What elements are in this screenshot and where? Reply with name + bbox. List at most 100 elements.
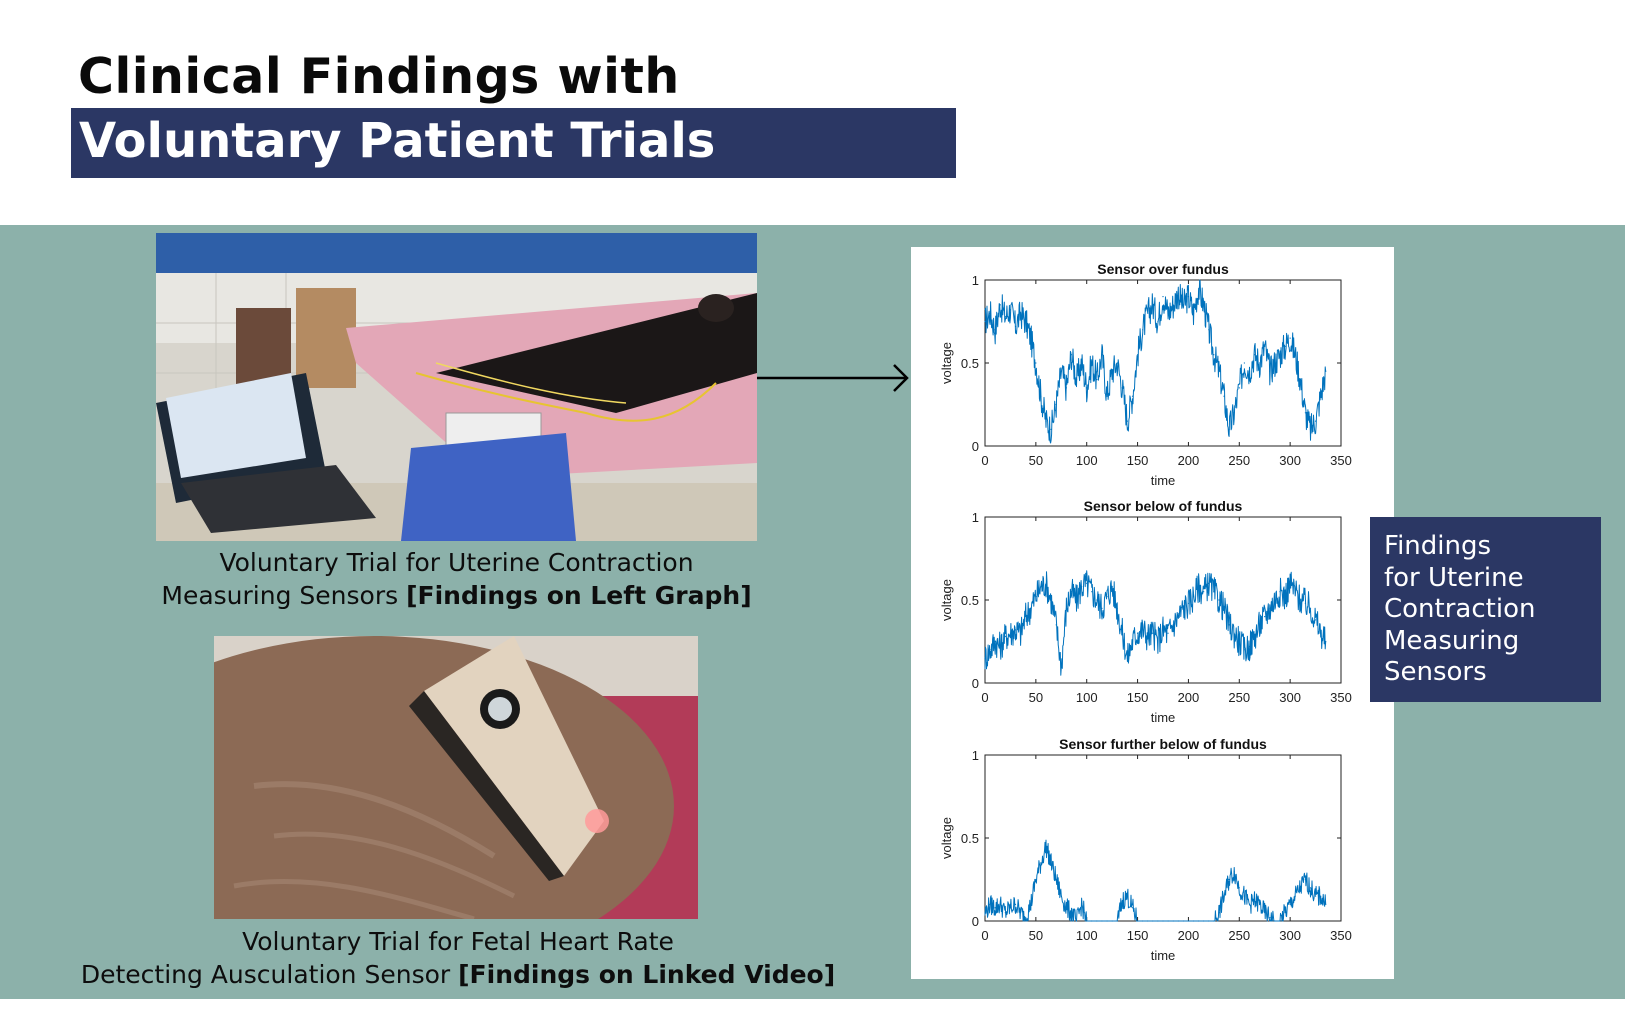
data-point [1147, 635, 1149, 638]
data-point [1126, 895, 1128, 897]
data-point [1152, 632, 1154, 634]
data-point [1172, 920, 1174, 922]
data-point [1284, 596, 1286, 598]
data-point [1060, 370, 1062, 372]
data-point [1289, 337, 1291, 339]
data-point [1009, 907, 1012, 909]
x-tick-label: 250 [1228, 453, 1250, 468]
series-line [984, 570, 1327, 676]
data-point [1131, 395, 1134, 397]
data-point [999, 903, 1001, 906]
data-point [1035, 878, 1037, 881]
data-point [989, 312, 991, 314]
data-point [1167, 632, 1169, 634]
data-point [1096, 379, 1098, 381]
x-tick-label: 0 [981, 690, 988, 705]
data-point [1014, 325, 1017, 328]
data-point [1040, 395, 1042, 397]
data-point [1320, 632, 1322, 634]
data-point [1060, 895, 1062, 897]
data-point [994, 329, 996, 331]
data-point [1167, 920, 1169, 922]
data-point [1136, 632, 1139, 634]
data-point [1065, 387, 1067, 389]
x-tick-label: 100 [1076, 453, 1098, 468]
data-point [1213, 591, 1215, 593]
data-point [1243, 362, 1245, 364]
data-point [1050, 862, 1052, 864]
data-point [1274, 920, 1276, 922]
data-point [1075, 920, 1078, 922]
data-point [1259, 903, 1261, 906]
data-point [1030, 337, 1032, 339]
data-point [1325, 370, 1327, 372]
title-band: Voluntary Patient Trials [71, 108, 956, 178]
data-point [1142, 329, 1144, 331]
data-point [1243, 895, 1245, 897]
x-tick-label: 100 [1076, 928, 1098, 943]
x-tick-label: 0 [981, 453, 988, 468]
data-point [1004, 315, 1006, 318]
data-point [1045, 845, 1047, 847]
data-point [1070, 354, 1073, 356]
data-point [1289, 903, 1291, 906]
data-point [1177, 616, 1179, 618]
data-point [1274, 362, 1276, 364]
y-axis-label: voltage [939, 579, 954, 621]
data-point [1086, 387, 1088, 389]
x-tick-label: 200 [1178, 928, 1200, 943]
data-point [1040, 862, 1042, 864]
data-point [1014, 629, 1017, 631]
page-title: Clinical Findings with [78, 48, 680, 105]
data-point [1284, 345, 1286, 347]
data-point [1233, 412, 1235, 414]
charts-card: Sensor over fundus time voltage 0 50 100 150 20… [911, 247, 1394, 979]
data-point [1223, 395, 1225, 397]
data-point [1218, 370, 1220, 372]
data-point [1309, 428, 1312, 430]
data-point [1203, 920, 1205, 922]
chart-1: Sensor over fundus time voltage 0 50 100 150 20… [939, 261, 1352, 488]
data-point [1162, 296, 1164, 298]
data-point [1152, 920, 1154, 922]
data-point [1182, 920, 1184, 922]
data-point [1035, 362, 1037, 364]
data-point [1320, 395, 1322, 397]
data-point [1238, 640, 1240, 643]
data-point [1157, 920, 1159, 922]
data-point [1182, 607, 1184, 609]
data-point [1030, 903, 1032, 906]
data-point [1055, 624, 1057, 626]
x-tick-label: 50 [1029, 690, 1043, 705]
data-point [1086, 920, 1088, 922]
data-point [1228, 878, 1230, 881]
data-point [1045, 420, 1047, 422]
data-point [1299, 887, 1301, 889]
y-tick-label: 0.5 [961, 593, 979, 608]
x-tick-label: 350 [1330, 690, 1352, 705]
data-point [1177, 292, 1179, 294]
x-tick-label: 50 [1029, 928, 1043, 943]
data-point [1208, 582, 1210, 584]
data-point [1020, 312, 1022, 314]
x-axis-label: time [1151, 473, 1176, 488]
data-point [1162, 629, 1164, 631]
data-point [1259, 624, 1261, 626]
y-axis-label: voltage [939, 342, 954, 384]
data-point [1304, 602, 1306, 604]
data-point [984, 912, 986, 914]
data-point [1101, 607, 1103, 609]
findings-box: Findings for Uterine Contraction Measuri… [1370, 517, 1601, 702]
data-point [1101, 354, 1103, 356]
data-point [1213, 920, 1215, 922]
data-point [984, 657, 986, 659]
data-point [1162, 920, 1164, 922]
data-point [1177, 920, 1179, 922]
data-point [1218, 912, 1220, 914]
data-point [1126, 657, 1128, 659]
chart-title: Sensor below of fundus [1084, 498, 1243, 514]
data-point [1157, 320, 1159, 323]
x-tick-label: 250 [1228, 928, 1250, 943]
data-point [1055, 878, 1057, 881]
